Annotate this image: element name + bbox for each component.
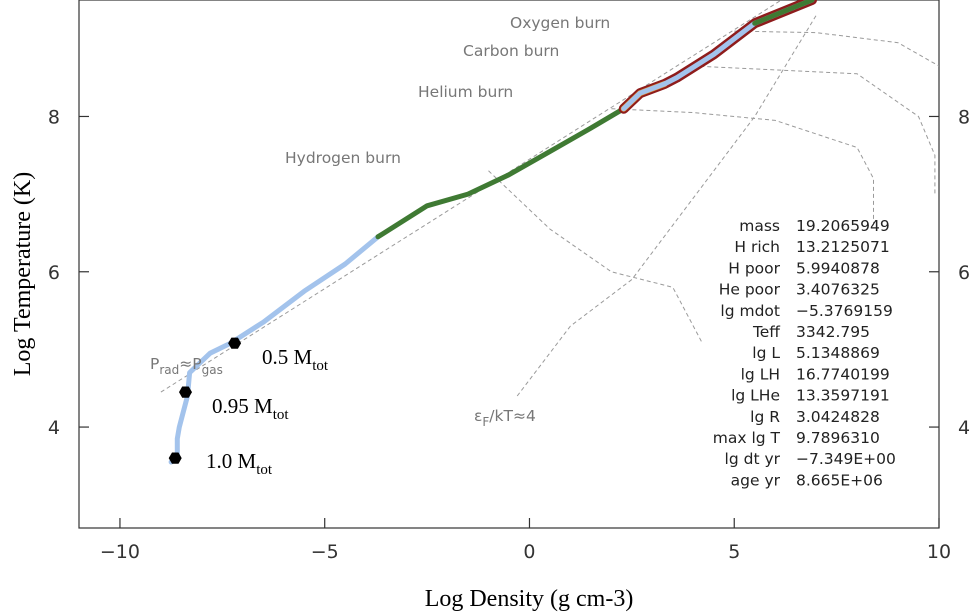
info-value: 19.2065949 [796,217,890,235]
fermi-label: εF/kT≈4 [474,407,536,429]
info-key: lg L [752,344,780,362]
info-value: 13.2125071 [796,238,890,256]
info-table: mass 19.2065949 H rich 13.2125071 H poor 5.99… [713,217,896,489]
info-key: He poor [719,281,781,299]
info-value: 3.0424828 [796,408,880,426]
x-tick-label: 0 [523,541,535,563]
info-key: age yr [731,471,781,489]
y-axis-title: Log Temperature (K) [10,172,36,376]
y-tick-label-right: 8 [958,106,970,128]
mass-marker [179,386,192,398]
burn-label: Oxygen burn [510,14,610,32]
profile-segment-burning [375,106,627,240]
info-value: 16.7740199 [796,365,890,383]
burn-line [734,30,939,67]
burn-line [611,108,874,226]
y-tick-label-right: 6 [958,262,970,284]
x-tick-label: 5 [728,541,740,563]
info-key: lg dt yr [725,450,781,468]
y-tick-label: 4 [48,417,60,439]
y-tick-label-right: 4 [958,417,970,439]
info-value: 5.9940878 [796,259,880,277]
y-tick-label: 8 [48,106,60,128]
info-key: Teff [752,323,780,341]
x-tick-label: 10 [927,541,951,563]
info-key: lg mdot [720,302,780,320]
info-key: mass [739,217,780,235]
info-value: 13.3597191 [796,387,890,405]
y-tick-label: 6 [48,262,60,284]
plot-frame [78,0,940,529]
info-key: lg R [750,408,780,426]
mass-marker [168,452,182,464]
burn-label: Carbon burn [463,42,559,60]
mass-marker-label: 0.5 Mtot [262,345,329,374]
prad-pgas-label: Prad≈Pgas [150,355,223,377]
info-key: lg LHe [731,387,780,405]
info-value: 3342.795 [796,323,870,341]
info-value: 9.7896310 [796,429,880,447]
reference-line [516,15,817,397]
info-key: H rich [734,238,780,256]
x-tick-label: −10 [100,541,140,563]
info-value: −7.349E+00 [796,450,896,468]
burn-line [488,170,702,342]
info-value: 5.1348869 [796,344,880,362]
x-axis-title: Log Density (g cm-3) [425,586,634,612]
reference-line [160,0,783,393]
profile-segment-envelope [168,234,381,465]
info-key: H poor [728,259,780,277]
burn-label: Hydrogen burn [285,149,401,167]
profile-burning-tip [752,0,815,26]
burn-line [693,65,936,195]
info-value: 8.665E+06 [796,471,883,489]
x-tick-label: −5 [311,541,339,563]
mass-marker-label: 1.0 Mtot [206,449,273,478]
info-key: max lg T [713,429,781,447]
mass-marker-label: 0.95 Mtot [212,394,289,423]
burn-label: Helium burn [418,83,513,101]
info-value: 3.4076325 [796,281,880,299]
mass-marker [228,337,242,349]
info-value: −5.3769159 [796,302,893,320]
info-key: lg LH [741,365,780,383]
